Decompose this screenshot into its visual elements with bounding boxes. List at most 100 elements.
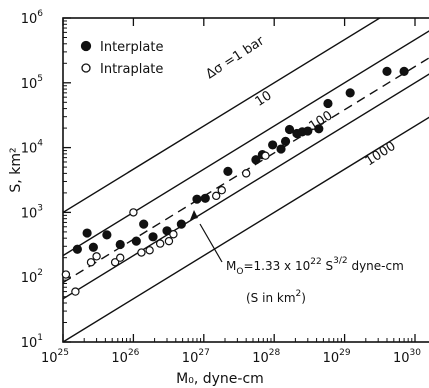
interplate-point (102, 230, 112, 240)
intraplate-point (71, 287, 80, 296)
axis-ticks: 1025 1026 1027 1028 1029 10301011021031041051… (21, 9, 422, 366)
fit-equation-subscript: O (236, 267, 243, 277)
data-points (61, 66, 409, 296)
y-tick-label-base: 10 (21, 336, 38, 351)
x-tick-label: 1025 (41, 348, 69, 366)
fit-equation-s: S (322, 259, 333, 273)
y-tick-label-exponent: 4 (37, 139, 43, 149)
x-tick-label-base: 10 (111, 351, 128, 366)
plot-border (62, 17, 429, 343)
intraplate-point (145, 246, 154, 255)
intraplate-point (92, 252, 101, 261)
reference-line-10-bar (63, 30, 429, 257)
x-tick-label-base: 10 (182, 351, 199, 366)
fit-units-note-exponent: 2 (296, 289, 302, 299)
y-tick-label-exponent: 3 (37, 203, 43, 213)
intraplate-point (129, 208, 138, 217)
intraplate-point (217, 186, 226, 195)
fit-equation-label: MO=1.33 x 1022 S3/2 dyne-cm (226, 256, 404, 277)
fit-units-note-main: (S in km (246, 291, 296, 305)
x-tick-label-exponent: 25 (58, 348, 69, 358)
interplate-point (148, 232, 158, 242)
x-axis-title: M₀, dyne-cm (176, 371, 264, 387)
interplate-point (176, 219, 186, 229)
y-tick-label: 104 (21, 139, 44, 157)
intraplate-point (211, 191, 221, 201)
x-tick-label-exponent: 29 (339, 348, 351, 358)
fit-equation-symbol: M (226, 259, 236, 273)
fit-units-note-close: ) (301, 291, 306, 305)
fit-equation-unit: dyne-cm (348, 259, 404, 273)
fit-equation-frac-sep: / (339, 256, 343, 266)
x-tick-label: 1029 (323, 348, 351, 366)
y-tick-label-exponent: 1 (37, 333, 43, 343)
y-tick-label-exponent: 6 (37, 9, 43, 19)
fit-equation-coefficient: =1.33 x 10 (243, 259, 310, 273)
interplate-point (82, 228, 92, 238)
y-tick-label: 102 (21, 268, 43, 286)
reference-line-1-bar (63, 18, 382, 214)
y-tick-label-base: 10 (21, 271, 38, 286)
intraplate-point (86, 258, 96, 267)
reference-line-label-1: Δσ =1 bar (203, 33, 267, 82)
x-tick-label: 1028 (252, 348, 280, 366)
intraplate-point (155, 239, 165, 248)
interplate-point (131, 236, 141, 246)
legend-label-intraplate: Intraplate (100, 62, 163, 77)
legend-label-interplate: Interplate (100, 40, 163, 55)
reference-line-1000-bar (63, 116, 429, 342)
reference-line-label-value: 1000 (363, 139, 399, 170)
intraplate-point (137, 248, 146, 257)
intraplate-point (110, 258, 120, 267)
legend-marker-intraplate (81, 63, 91, 73)
interplate-point (276, 144, 286, 154)
x-tick-label: 1027 (182, 348, 210, 366)
interplate-point (200, 193, 210, 203)
x-tick-label-base: 10 (252, 351, 269, 366)
y-tick-label: 105 (21, 74, 43, 92)
y-tick-label-base: 10 (21, 77, 38, 92)
interplate-point (345, 88, 355, 98)
x-tick-label-exponent: 27 (198, 348, 209, 358)
interplate-point (88, 242, 98, 252)
interplate-point (303, 126, 313, 136)
fit-equation-frac-den: 2 (342, 256, 348, 266)
interplate-point (139, 219, 149, 229)
y-axis-title: S, km² (8, 147, 24, 192)
interplate-point (72, 244, 82, 254)
fit-equation-exponent: 22 (310, 257, 321, 267)
y-tick-label-exponent: 2 (37, 268, 43, 278)
intraplate-point (61, 270, 71, 279)
x-tick-label-exponent: 30 (410, 348, 422, 358)
x-axis-title-main: M₀, dyne-cm (176, 371, 264, 387)
interplate-point (115, 239, 125, 250)
intraplate-point (116, 253, 125, 262)
y-tick-label-base: 10 (21, 12, 38, 27)
fit-equation-frac-num: 3 (333, 256, 339, 266)
x-tick-label-exponent: 28 (269, 348, 281, 358)
x-tick-label-base: 10 (41, 351, 58, 366)
interplate-point (280, 136, 291, 146)
reference-line-label-1000: 1000 (363, 139, 399, 170)
intraplate-point (261, 151, 270, 160)
x-tick-label-base: 10 (323, 351, 340, 366)
y-tick-label-exponent: 5 (37, 74, 43, 84)
fit-point-arrow (190, 210, 198, 220)
interplate-point (192, 194, 202, 204)
interplate-point (268, 140, 278, 150)
x-tick-label-base: 10 (393, 351, 410, 366)
y-tick-label-base: 10 (21, 142, 38, 157)
reference-line-label-unit: =1 bar (218, 33, 268, 73)
intraplate-point (241, 169, 251, 178)
intraplate-point (169, 230, 178, 239)
interplate-point (399, 66, 409, 76)
legend-marker-interplate (80, 40, 92, 52)
interplate-point (314, 124, 324, 134)
reference-line-label-10: 10 (253, 88, 275, 110)
interplate-point (382, 66, 392, 76)
interplate-point (162, 226, 172, 236)
legend: Interplate Intraplate (80, 40, 163, 77)
interplate-point (251, 155, 261, 165)
interplate-point (284, 124, 295, 135)
